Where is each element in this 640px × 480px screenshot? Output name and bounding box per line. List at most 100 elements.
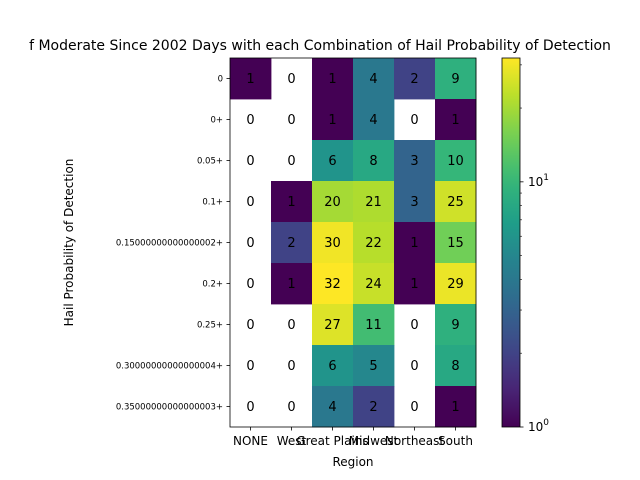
cell-value-label: 4 [328,400,336,415]
y-tick-label: 0.35000000000000003+ [116,403,223,413]
cell-value-label: 0 [246,277,254,292]
cell-value-label: 10 [447,154,464,169]
cell-value-label: 9 [451,318,459,333]
cell-value-label: 2 [410,72,418,87]
heatmap-cell [353,140,395,182]
heatmap-cell [435,222,477,264]
heatmap-cell [312,181,354,223]
cell-value-label: 5 [369,359,377,374]
x-tick-label: Northeast [385,434,445,448]
heatmap-cell [312,140,354,182]
cell-value-label: 6 [328,154,336,169]
cell-value-label: 2 [369,400,377,415]
heatmap-cell [353,222,395,264]
cell-value-label: 15 [447,236,464,251]
heatmap-cell [230,58,272,100]
cell-value-label: 20 [324,195,341,210]
heatmap-cell [353,345,395,387]
heatmap-cell [435,140,477,182]
y-tick-label: 0 [218,75,223,85]
heatmap-cell [353,58,395,100]
cell-value-label: 1 [328,113,336,128]
heatmap-cell [312,263,354,305]
cell-value-label: 6 [328,359,336,374]
cell-value-label: 22 [365,236,382,251]
cell-value-label: 0 [246,154,254,169]
colorbar-ticks: 100 101 [520,64,549,434]
heatmap-cell [312,386,354,428]
cell-value-label: 0 [246,318,254,333]
heatmap-cell [271,222,313,264]
cell-value-label: 0 [410,318,418,333]
cell-value-label: 3 [410,195,418,210]
heatmap-cell [312,222,354,264]
heatmap-cell [312,99,354,141]
x-tick-label: Midwest [349,434,399,448]
heatmap-cells [230,58,477,428]
heatmap-cell [435,304,477,346]
cell-value-label: 0 [287,359,295,374]
cell-value-label: 30 [324,236,341,251]
colorbar-tick-label: 100 [528,418,549,434]
cell-value-label: 0 [287,113,295,128]
heatmap-cell [394,263,436,305]
cell-value-label: 0 [246,400,254,415]
cell-value-label: 21 [365,195,382,210]
y-axis: 0 0+ 0.05+ 0.1+ 0.15000000000000002+ 0.2+ 0.25… [116,75,230,413]
heatmap-cell [435,99,477,141]
heatmap-cell [435,386,477,428]
heatmap-cell [312,345,354,387]
heatmap-cell [394,222,436,264]
heatmap-cell [271,181,313,223]
cell-value-label: 32 [324,277,341,292]
cell-value-label: 1 [451,113,459,128]
y-tick-label: 0.05+ [197,157,223,167]
cell-value-label: 2 [287,236,295,251]
heatmap-cell [353,99,395,141]
cell-value-label: 4 [369,72,377,87]
cell-value-label: 4 [369,113,377,128]
cell-value-label: 9 [451,72,459,87]
y-tick-label: 0.15000000000000002+ [116,239,223,249]
cell-value-label: 0 [246,113,254,128]
y-axis-label: Hail Probability of Detection [62,159,76,327]
cell-value-label: 1 [410,236,418,251]
x-tick-label: NONE [233,434,268,448]
cell-value-label: 3 [410,154,418,169]
heatmap-cell [353,181,395,223]
cell-value-label: 1 [410,277,418,292]
x-tick-label: South [438,434,473,448]
chart-title: f Moderate Since 2002 Days with each Com… [29,38,611,54]
heatmap-cell [394,181,436,223]
heatmap-cell [312,58,354,100]
cell-value-label: 29 [447,277,464,292]
cell-value-label: 25 [447,195,464,210]
cell-value-label: 8 [451,359,459,374]
cell-value-label: 27 [324,318,341,333]
heatmap-cell [353,386,395,428]
cell-value-label: 0 [246,195,254,210]
cell-value-label: 1 [287,195,295,210]
cell-value-label: 11 [365,318,382,333]
y-tick-label: 0+ [210,116,223,126]
y-tick-label: 0.1+ [202,198,223,208]
heatmap-cell [353,263,395,305]
x-tick-label: West [277,434,307,448]
cell-value-label: 8 [369,154,377,169]
heatmap-cell [394,58,436,100]
cell-value-label: 0 [287,318,295,333]
cell-value-label: 1 [246,72,254,87]
heatmap-cell [394,140,436,182]
heatmap-cell [271,263,313,305]
heatmap-cell [435,181,477,223]
cell-value-label: 0 [287,154,295,169]
heatmap-cell [353,304,395,346]
x-tick-label: Great Plains [296,434,368,448]
cell-value-label: 1 [328,72,336,87]
heatmap-cell [312,304,354,346]
y-tick-label: 0.25+ [197,321,223,331]
heatmap-cell [435,345,477,387]
cell-value-label: 1 [287,277,295,292]
cell-value-label: 0 [246,359,254,374]
